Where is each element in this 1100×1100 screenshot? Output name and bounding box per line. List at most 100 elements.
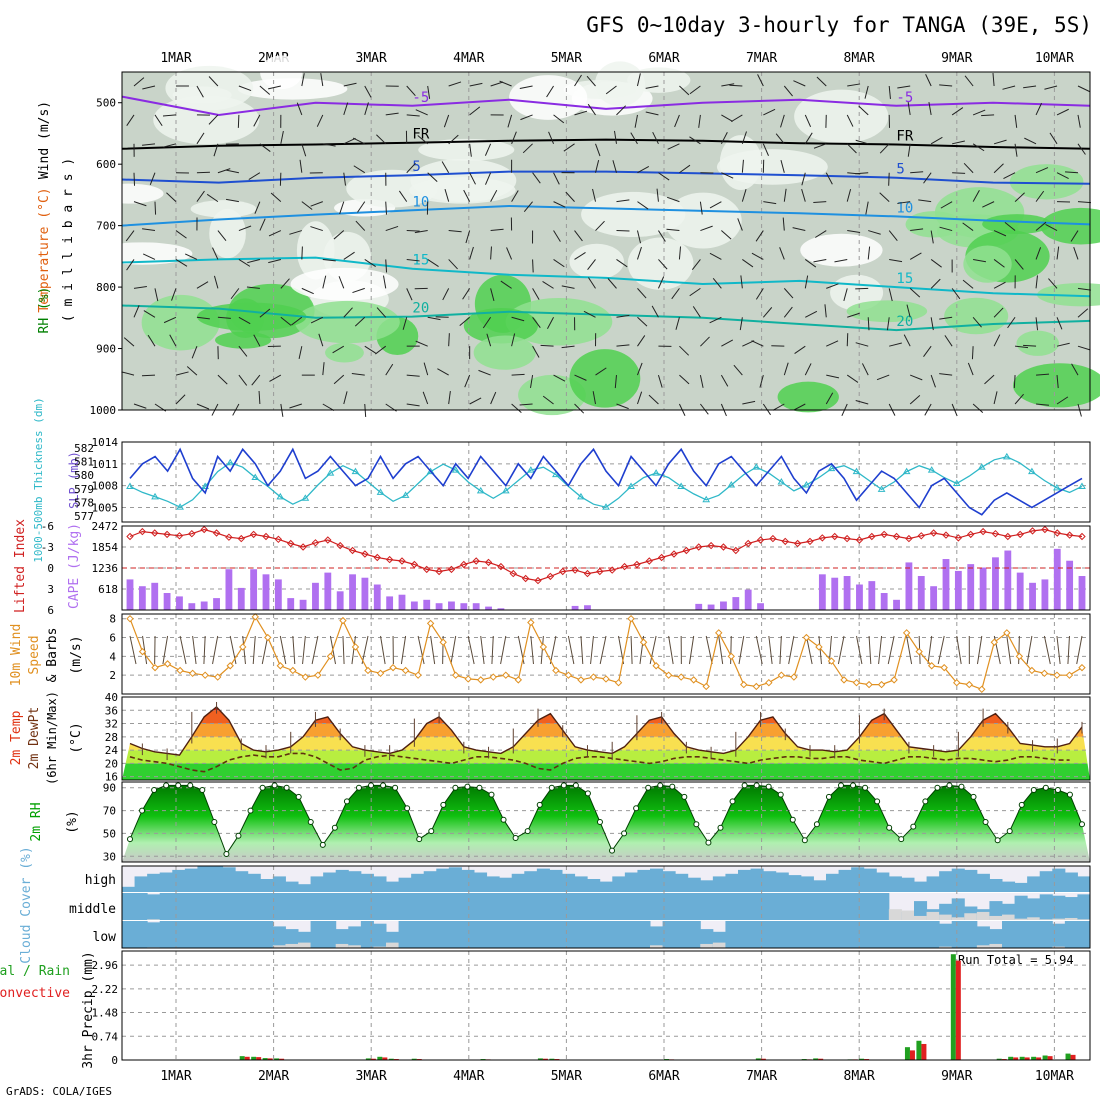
lifted-index-point — [843, 534, 851, 543]
wind-barb — [301, 201, 313, 210]
cape-bar — [497, 608, 505, 610]
cloud-level-label: high — [85, 873, 116, 888]
wind-barb — [175, 394, 186, 405]
wind-barb — [583, 310, 596, 318]
wind-barb — [332, 345, 345, 354]
thickness-point — [577, 492, 585, 500]
temp-ylabel-2: 2m DewPt — [27, 707, 42, 770]
wind-barb — [720, 374, 729, 387]
cloud-bar — [788, 921, 802, 948]
wind-speed-point — [927, 662, 936, 670]
cape-bar — [349, 574, 356, 610]
rh-point — [536, 801, 543, 808]
wind-tick-label: 8 — [109, 613, 116, 626]
thickness-point — [526, 466, 535, 473]
rh-point — [645, 784, 652, 791]
wind-barb — [876, 374, 890, 381]
lifted-tick-label: -3 — [41, 541, 54, 554]
wind-barb — [910, 228, 924, 232]
cloud-bar — [939, 923, 953, 948]
wind-barb — [1077, 308, 1089, 318]
cloud-bar — [348, 871, 362, 892]
cloud-gap — [1077, 919, 1091, 920]
wind-barb — [886, 317, 890, 331]
cape-bar — [237, 587, 245, 610]
rh-point — [368, 782, 375, 789]
precip-total-bar — [1065, 1053, 1071, 1060]
wind-barb — [879, 143, 890, 154]
wind-speed-point — [439, 638, 447, 646]
wind-barb — [406, 374, 420, 377]
wind-barb — [721, 339, 734, 347]
wind-barb — [721, 83, 735, 87]
wind-barb — [972, 190, 980, 202]
wind-barb — [755, 230, 764, 242]
cloud-gap — [888, 909, 902, 920]
wind-barb — [415, 340, 428, 347]
cloud-bar — [285, 893, 299, 920]
cloud-bar — [423, 871, 437, 892]
temp-ylabel-3: (6hr Min/Max) — [45, 691, 59, 785]
wind-barb — [888, 85, 891, 99]
wind-speed-point — [664, 671, 673, 679]
wind-barb — [206, 193, 219, 203]
temp-tick-label: 20 — [105, 757, 118, 770]
cloud-bar — [800, 876, 814, 892]
top-date-label: 9MAR — [941, 51, 972, 66]
wind-barb — [825, 172, 833, 185]
wind-barb — [815, 230, 827, 238]
cloud-bar — [1052, 895, 1066, 920]
wind-barb — [923, 345, 932, 357]
lifted-index-point — [583, 569, 592, 578]
cloud-bar — [951, 898, 965, 920]
wind-speed-point — [715, 629, 723, 637]
cloud-bar — [386, 893, 400, 920]
cloud-bar — [624, 872, 638, 892]
wind-speed-point — [301, 673, 310, 681]
rh-point — [765, 783, 772, 790]
wind-barb — [1064, 171, 1079, 174]
slp-ylabel: SLP (mb) — [67, 451, 81, 509]
wind-barb — [196, 403, 210, 410]
cloud-bar — [1027, 898, 1041, 920]
wind-barb — [511, 131, 517, 145]
thickness-point — [952, 479, 961, 486]
wind-barb — [238, 85, 252, 92]
thickness-point — [326, 469, 335, 476]
thickness-point — [852, 467, 861, 475]
wind-speed-point — [765, 678, 773, 687]
cloud-bar — [650, 893, 664, 920]
cloud-bar — [1014, 895, 1028, 920]
rh-point — [428, 828, 435, 835]
thickness-tick-label: 580 — [74, 469, 94, 482]
cape-bar — [868, 581, 876, 610]
cloud-bar — [184, 893, 198, 920]
contour-label: 5 — [896, 162, 904, 178]
thickness-tick-label: 582 — [74, 442, 94, 455]
lifted-index-point — [447, 565, 456, 574]
cloud-bar — [222, 893, 236, 920]
wind-barb — [864, 85, 869, 99]
rh-point — [1018, 801, 1025, 808]
lifted-index-point — [435, 567, 443, 576]
wind-barb — [561, 285, 575, 289]
wind-barb — [574, 230, 583, 242]
cloud-bar — [511, 893, 525, 920]
precip-tick-label: 0 — [111, 1054, 118, 1067]
wind-barb — [667, 143, 680, 150]
wind-barb — [1070, 230, 1079, 242]
cape-tick-label: 1236 — [92, 562, 119, 575]
lifted-index-point — [571, 566, 579, 574]
wind-barb — [783, 85, 793, 97]
wind-barb — [444, 189, 450, 202]
cape-bar — [250, 569, 258, 610]
wind-barb — [903, 334, 911, 347]
cloud-bar — [599, 881, 613, 892]
cloud-bar — [725, 921, 739, 948]
cloud-bar — [838, 869, 852, 892]
wind-barb — [775, 133, 785, 145]
wind-barb — [343, 82, 357, 87]
wind-barb — [733, 364, 743, 376]
cloud-bar — [989, 879, 1003, 892]
wind-barb — [253, 334, 261, 347]
